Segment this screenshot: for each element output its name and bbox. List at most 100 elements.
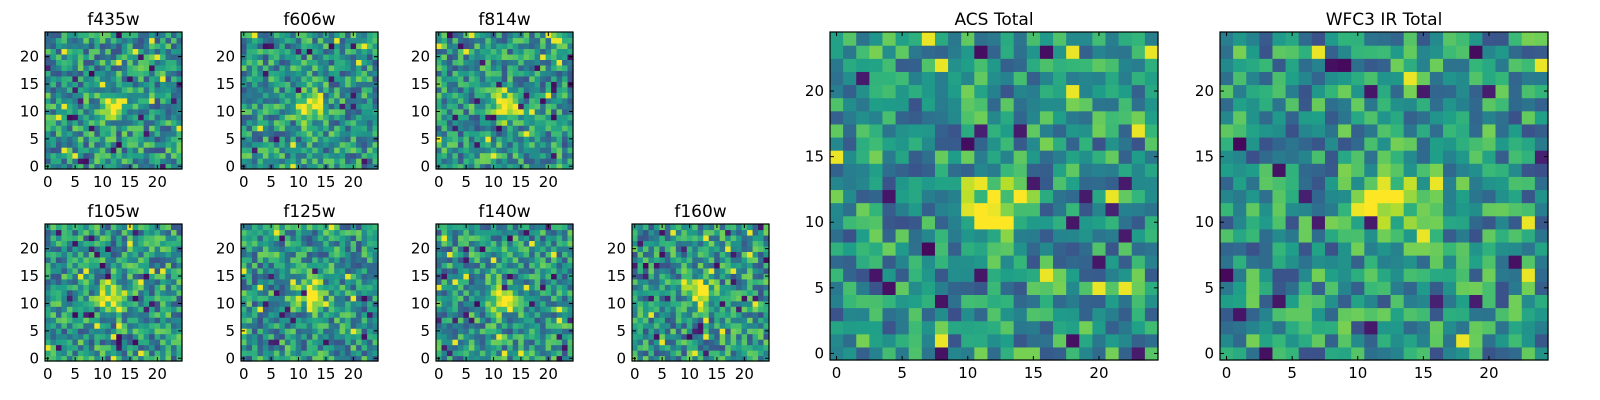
pixel-cell	[323, 86, 330, 93]
pixel-cell	[77, 278, 84, 285]
pixel-cell	[534, 92, 541, 99]
pixel-cell	[257, 92, 264, 99]
pixel-cell	[127, 273, 134, 280]
pixel-cell	[670, 278, 677, 285]
pixel-cell	[372, 119, 379, 126]
pixel-cell	[143, 262, 150, 269]
pixel-cell	[523, 322, 530, 329]
pixel-cell	[1053, 320, 1067, 335]
pixel-cell	[45, 306, 52, 313]
pixel-cell	[356, 300, 363, 307]
pixel-cell	[446, 289, 454, 296]
pixel-cell	[1039, 202, 1054, 217]
pixel-cell	[149, 322, 156, 329]
pixel-cell	[350, 344, 357, 351]
pixel-cell	[83, 240, 90, 247]
pixel-cell	[328, 311, 335, 318]
pixel-cell	[361, 344, 368, 351]
pixel-cell	[529, 163, 536, 170]
pixel-cell	[367, 130, 374, 137]
pixel-cell	[1026, 294, 1041, 309]
pixel-cell	[703, 344, 710, 351]
pixel-cell	[105, 53, 112, 60]
pixel-cell	[165, 344, 172, 351]
pixel-cell	[268, 317, 275, 324]
pixel-cell	[869, 333, 884, 348]
pixel-cell	[681, 229, 688, 236]
pixel-cell	[295, 59, 302, 66]
pixel-cell	[257, 136, 264, 143]
pixel-cell	[518, 53, 525, 60]
pixel-cell	[99, 317, 106, 324]
pixel-cell	[830, 294, 844, 309]
pixel-cell	[463, 229, 470, 236]
pixel-cell	[1000, 320, 1015, 335]
pixel-cell	[436, 339, 443, 346]
pixel-cell	[545, 59, 552, 66]
pixel-cell	[556, 103, 563, 110]
pixel-cell	[262, 300, 269, 307]
axes-frame	[631, 223, 770, 362]
axes-frame	[44, 223, 183, 362]
pixel-cell	[165, 141, 172, 148]
pixel-cell	[556, 42, 563, 50]
pixel-cell	[295, 333, 302, 340]
pixel-cell	[160, 141, 167, 148]
pixel-cell	[529, 86, 536, 93]
pixel-cell	[317, 141, 324, 148]
pixel-cell	[736, 240, 743, 247]
pixel-cell	[317, 158, 324, 165]
pixel-cell	[290, 92, 297, 99]
pixel-cell	[127, 37, 134, 44]
pixel-cell	[1039, 320, 1054, 335]
pixel-cell	[1144, 163, 1159, 177]
pixel-cell	[262, 311, 269, 318]
pixel-cell	[1039, 241, 1054, 256]
pixel-cell	[562, 75, 569, 82]
pixel-cell	[132, 103, 139, 110]
pixel-cell	[545, 284, 552, 291]
pixel-cell	[562, 32, 569, 39]
x-tick-label: 0	[434, 365, 444, 383]
pixel-cell	[105, 75, 112, 82]
pixel-cell	[339, 339, 346, 346]
pixel-cell	[507, 284, 514, 291]
pixel-cell	[637, 300, 644, 307]
pixel-cell	[246, 125, 253, 132]
pixel-cell	[463, 152, 470, 159]
pixel-cell	[61, 81, 68, 88]
pixel-cell	[154, 311, 161, 318]
pixel-cell	[540, 317, 547, 324]
pixel-cell	[372, 37, 379, 44]
panel-title: f435w	[87, 10, 139, 30]
pixel-cell	[637, 256, 644, 263]
pixel-cell	[686, 333, 693, 340]
pixel-cell	[45, 295, 52, 302]
pixel-cell	[83, 86, 90, 93]
pixel-cell	[88, 300, 95, 307]
pixel-cell	[165, 234, 172, 242]
x-tick-label: 0	[239, 173, 249, 191]
pixel-cell	[1013, 150, 1028, 164]
y-tick-label: 5	[616, 322, 626, 340]
pixel-cell	[908, 307, 923, 322]
pixel-cell	[116, 224, 123, 231]
pixel-cell	[1039, 163, 1054, 177]
pixel-cell	[908, 346, 923, 361]
pixel-cell	[257, 328, 264, 335]
pixel-cell	[143, 234, 150, 242]
pixel-cell	[99, 295, 106, 302]
pixel-cell	[457, 42, 464, 50]
pixel-cell	[306, 130, 313, 137]
pixel-cell	[496, 42, 503, 50]
pixel-cell	[463, 344, 470, 351]
pixel-cell	[306, 147, 313, 154]
panel-title: f140w	[478, 202, 530, 222]
pixel-cell	[116, 306, 123, 313]
pixel-cell	[273, 251, 280, 258]
pixel-cell	[284, 339, 291, 346]
pixel-cell	[50, 229, 57, 236]
pixel-cell	[686, 251, 693, 258]
pixel-cell	[551, 284, 558, 291]
pixel-cell	[149, 59, 156, 66]
